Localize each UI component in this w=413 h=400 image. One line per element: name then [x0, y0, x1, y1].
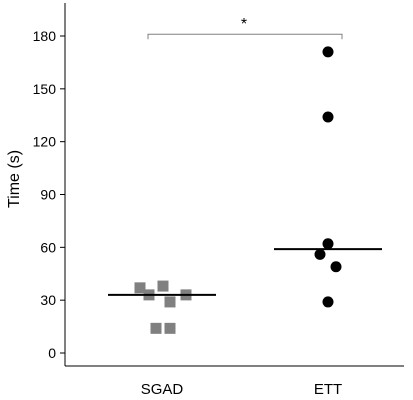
y-tick-label: 120 [33, 134, 57, 150]
median-lines [108, 248, 382, 296]
data-point-square [164, 322, 176, 334]
data-point-circle [322, 238, 334, 250]
x-category-label: SGAD [141, 381, 184, 398]
x-category-label: ETT [314, 381, 342, 398]
data-point-circle [314, 248, 326, 260]
y-tick-label: 90 [40, 187, 56, 203]
data-point-circle [322, 111, 334, 123]
significance-bracket-line [147, 33, 343, 40]
y-tick-label: 30 [40, 292, 56, 308]
data-points [134, 46, 342, 334]
significance-bracket: * [147, 16, 343, 40]
data-point-square [157, 280, 169, 292]
y-axis-label: Time (s) [6, 150, 23, 208]
x-categories: SGAD ETT [141, 381, 342, 398]
data-point-circle [322, 296, 334, 308]
y-tick-label: 150 [33, 81, 57, 97]
data-point-circle [322, 46, 334, 58]
significance-star: * [241, 16, 247, 33]
axes [64, 3, 404, 367]
data-point-square [150, 322, 162, 334]
y-tick-label: 0 [48, 345, 56, 361]
y-ticks: 0 30 60 90 120 150 180 [33, 28, 65, 361]
data-point-circle [330, 261, 342, 273]
data-point-square [164, 296, 176, 308]
y-tick-label: 180 [33, 28, 57, 44]
y-tick-label: 60 [40, 239, 56, 255]
data-point-square [134, 282, 146, 294]
